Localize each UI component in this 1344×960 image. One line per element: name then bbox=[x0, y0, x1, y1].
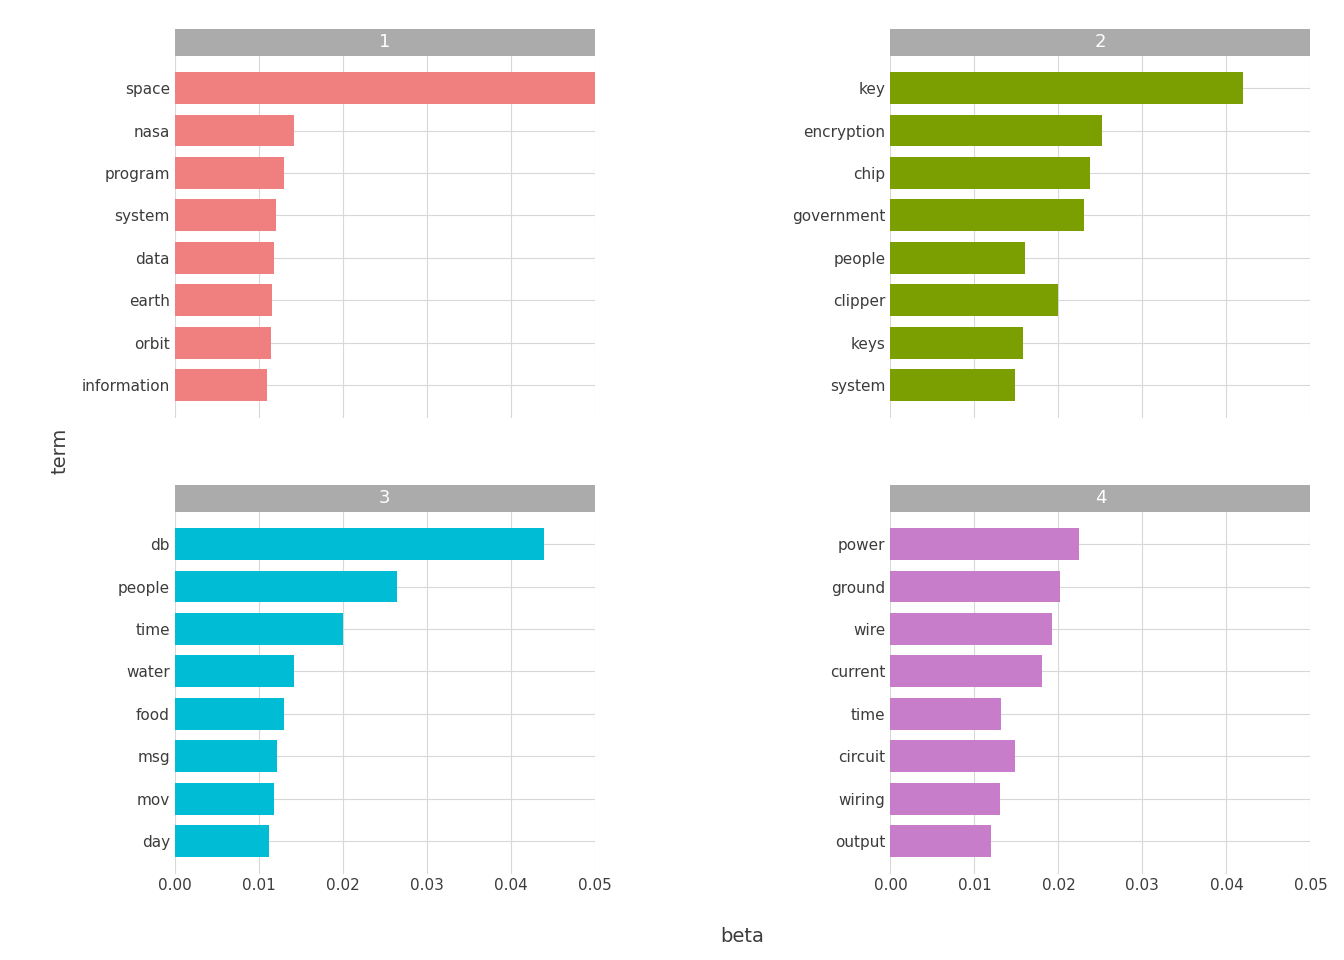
Bar bbox=[890, 698, 1001, 730]
Bar bbox=[175, 740, 277, 772]
Bar bbox=[175, 782, 274, 815]
Bar bbox=[890, 157, 1090, 189]
Bar bbox=[890, 200, 1083, 231]
Text: term: term bbox=[51, 428, 70, 474]
Bar bbox=[890, 284, 1058, 316]
Bar bbox=[890, 242, 1024, 274]
Bar bbox=[175, 200, 276, 231]
Bar bbox=[890, 528, 1079, 560]
Bar bbox=[175, 242, 274, 274]
Bar bbox=[175, 157, 284, 189]
Bar bbox=[890, 114, 1102, 147]
Text: 3: 3 bbox=[379, 490, 391, 507]
Bar bbox=[175, 656, 294, 687]
Bar bbox=[175, 613, 343, 645]
Bar bbox=[175, 114, 294, 147]
Bar bbox=[175, 370, 267, 401]
Bar bbox=[175, 284, 271, 316]
Text: 4: 4 bbox=[1094, 490, 1106, 507]
Bar bbox=[890, 613, 1051, 645]
Bar bbox=[890, 740, 1015, 772]
Bar bbox=[175, 826, 269, 857]
Bar bbox=[175, 326, 271, 359]
Bar bbox=[175, 72, 597, 104]
Bar bbox=[890, 782, 1000, 815]
Bar bbox=[175, 698, 284, 730]
Bar bbox=[890, 72, 1243, 104]
Bar bbox=[890, 656, 1042, 687]
Bar bbox=[890, 370, 1015, 401]
Bar bbox=[890, 826, 991, 857]
Bar bbox=[175, 570, 398, 603]
Bar bbox=[890, 326, 1023, 359]
Text: 2: 2 bbox=[1094, 34, 1106, 51]
Text: beta: beta bbox=[720, 926, 765, 946]
Bar bbox=[175, 528, 544, 560]
Bar bbox=[890, 570, 1060, 603]
Text: 1: 1 bbox=[379, 34, 390, 51]
